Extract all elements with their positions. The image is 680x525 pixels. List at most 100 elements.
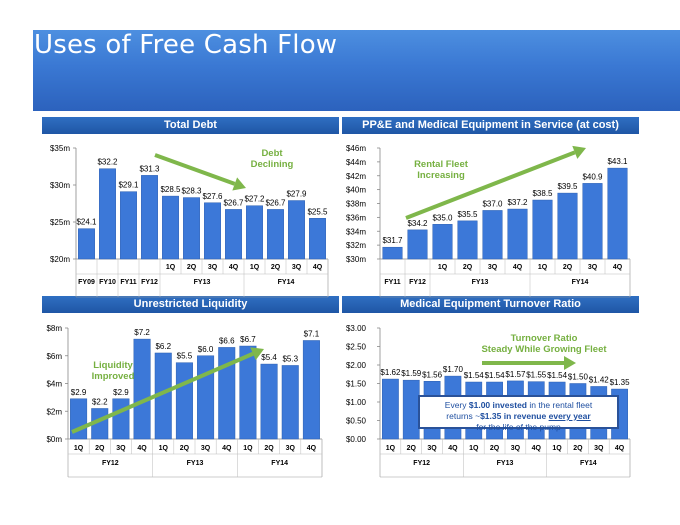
- y-tick-label: $1.00: [346, 398, 367, 407]
- y-tick-label: $30m: [50, 181, 70, 190]
- x-tick-label: 1Q: [386, 445, 396, 452]
- x-tick-label: 4Q: [222, 445, 232, 452]
- data-label: $24.1: [76, 218, 97, 227]
- panel-header-total-debt: Total Debt: [42, 117, 339, 134]
- x-group-label: FY13: [497, 460, 514, 467]
- x-tick-label: 2Q: [573, 445, 583, 452]
- y-tick-label: $34m: [346, 227, 366, 236]
- data-label: $1.70: [443, 365, 464, 374]
- x-tick-label: 2Q: [563, 264, 573, 271]
- data-label: $26.7: [223, 198, 244, 207]
- x-group-label: FY14: [572, 279, 589, 286]
- bar: [239, 345, 257, 440]
- x-tick-label: 2Q: [490, 445, 500, 452]
- x-tick-label: 4Q: [229, 264, 239, 271]
- data-label: $6.6: [219, 336, 235, 345]
- x-tick-label: FY11: [384, 279, 400, 286]
- bar: [288, 200, 305, 260]
- y-tick-label: $20m: [50, 255, 70, 264]
- data-label: $28.5: [160, 185, 181, 194]
- data-label: $38.5: [532, 189, 553, 198]
- x-tick-label: 3Q: [588, 264, 598, 271]
- x-group-label: FY13: [472, 279, 489, 286]
- data-label: $5.3: [282, 354, 298, 363]
- y-tick-label: $44m: [346, 158, 366, 167]
- data-label: $28.3: [181, 187, 202, 196]
- y-tick-label: $3.00: [346, 324, 367, 333]
- bar: [457, 220, 478, 260]
- title-banner: [33, 30, 680, 111]
- trend-arrowhead: [572, 145, 586, 159]
- x-tick-label: FY09: [78, 279, 95, 286]
- x-tick-label: 3Q: [427, 445, 437, 452]
- x-tick-label: 1Q: [243, 445, 253, 452]
- data-label: $1.42: [589, 375, 610, 384]
- annotation-text: Increasing: [417, 170, 465, 181]
- data-label: $39.5: [557, 182, 578, 191]
- annotation-text: Turnover Ratio: [511, 333, 578, 344]
- bar: [407, 229, 428, 260]
- data-label: $31.7: [382, 236, 403, 245]
- x-tick-label: 4Q: [613, 264, 623, 271]
- x-tick-label: 1Q: [166, 264, 176, 271]
- data-label: $40.9: [582, 172, 603, 181]
- callout-text: in the rental fleet: [527, 400, 593, 410]
- bar: [532, 199, 553, 260]
- data-label: $27.9: [286, 190, 307, 199]
- y-tick-label: $2m: [46, 407, 62, 416]
- x-tick-label: 4Q: [615, 445, 625, 452]
- bar: [607, 167, 628, 260]
- x-tick-label: 1Q: [159, 445, 169, 452]
- data-label: $2.9: [113, 388, 129, 397]
- trend-arrowhead: [250, 347, 264, 361]
- data-label: $2.9: [71, 388, 87, 397]
- y-tick-label: $35m: [50, 144, 70, 153]
- data-label: $37.2: [507, 198, 528, 207]
- bar: [557, 192, 578, 260]
- bar: [133, 338, 151, 440]
- bar: [246, 205, 263, 260]
- trend-arrowhead: [564, 356, 576, 370]
- bar: [281, 365, 299, 440]
- annotation-text: Declining: [251, 159, 294, 170]
- x-tick-label: 2Q: [271, 264, 281, 271]
- x-tick-label: 2Q: [407, 445, 417, 452]
- bar: [183, 197, 200, 260]
- x-tick-label: 3Q: [594, 445, 604, 452]
- x-tick-label: 3Q: [488, 264, 498, 271]
- x-tick-label: 4Q: [313, 264, 323, 271]
- callout-text: returns ~: [446, 411, 481, 421]
- y-tick-label: $42m: [346, 172, 366, 181]
- x-tick-label: 3Q: [116, 445, 126, 452]
- y-tick-label: $30m: [346, 255, 366, 264]
- annotation-text: Improved: [92, 371, 135, 382]
- y-tick-label: $36m: [346, 213, 366, 222]
- y-tick-label: $2.00: [346, 361, 367, 370]
- data-label: $6.2: [155, 342, 171, 351]
- x-tick-label: 3Q: [286, 445, 296, 452]
- x-tick-label: 2Q: [187, 264, 197, 271]
- x-tick-label: FY12: [409, 279, 426, 286]
- data-label: $2.2: [92, 397, 108, 406]
- x-group-label: FY14: [580, 460, 597, 467]
- data-label: $43.1: [607, 157, 628, 166]
- trend-arrow-shaft: [71, 351, 254, 434]
- x-group-label: FY12: [102, 460, 119, 467]
- trend-arrowhead: [232, 177, 246, 191]
- x-tick-label: 4Q: [513, 264, 523, 271]
- data-label: $1.62: [380, 368, 401, 377]
- panel-header-ppe: PP&E and Medical Equipment in Service (a…: [342, 117, 639, 134]
- bar: [507, 208, 528, 260]
- y-tick-label: $8m: [46, 324, 62, 333]
- callout-every-year: every year: [548, 411, 591, 421]
- bar: [225, 209, 242, 260]
- callout-bold-revenue: $1.35 in revenue: [480, 411, 547, 421]
- x-group-label: FY13: [187, 460, 204, 467]
- annotation-text: Rental Fleet: [414, 159, 469, 170]
- x-tick-label: FY11: [120, 279, 136, 286]
- y-tick-label: $32m: [346, 241, 366, 250]
- x-group-label: FY14: [271, 460, 288, 467]
